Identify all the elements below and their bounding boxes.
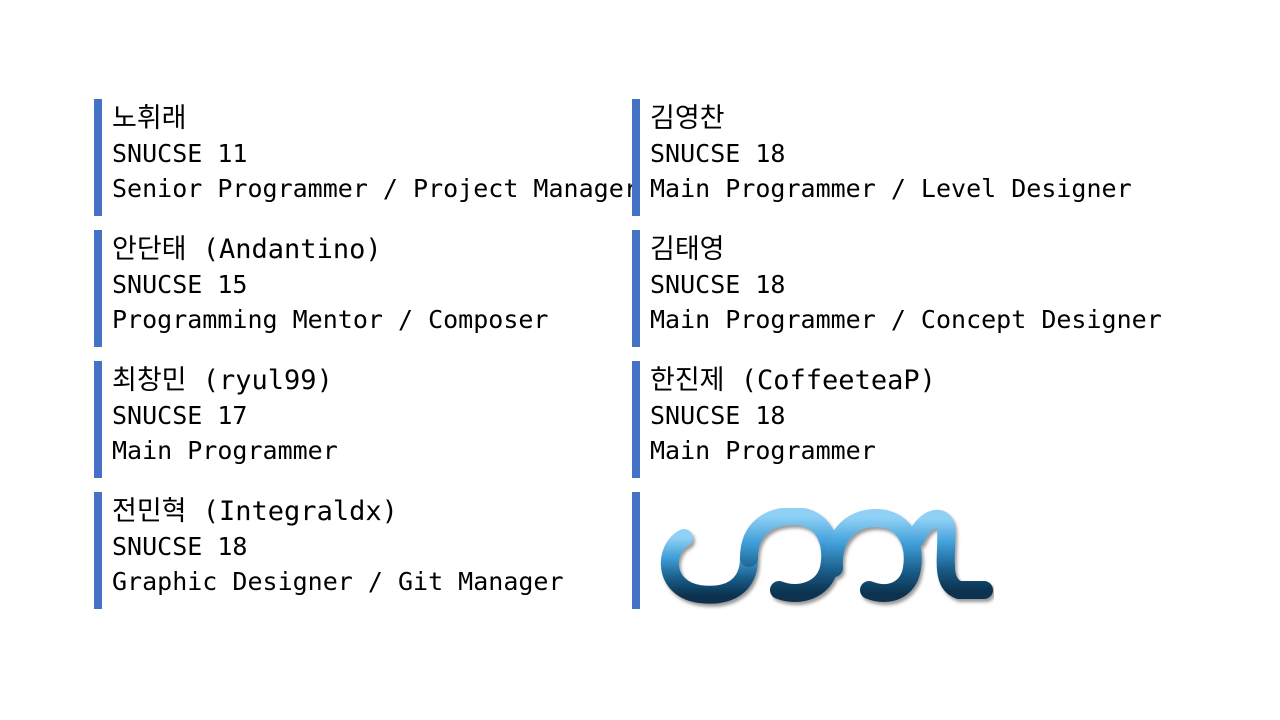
member-role: Graphic Designer / Git Manager (112, 567, 564, 596)
member-name: 전민혁 (Integraldx) (112, 496, 398, 527)
member-affiliation: SNUCSE 18 (650, 270, 786, 299)
logo-card (632, 492, 1152, 609)
accent-bar (94, 361, 102, 478)
member-role: Main Programmer / Level Designer (650, 174, 1132, 203)
member-affiliation: SNUCSE 11 (112, 139, 248, 168)
member-role: Programming Mentor / Composer (112, 305, 549, 334)
member-affiliation: SNUCSE 18 (650, 139, 786, 168)
member-affiliation: SNUCSE 18 (112, 532, 248, 561)
member-role: Main Programmer (650, 436, 876, 465)
accent-bar (94, 230, 102, 347)
member-name: 김태영 (650, 234, 725, 265)
accent-bar (632, 492, 640, 609)
member-name: 김영찬 (650, 103, 725, 134)
member-affiliation: SNUCSE 15 (112, 270, 248, 299)
member-name: 한진제 (CoffeeteaP) (650, 365, 936, 396)
member-name: 안단태 (Andantino) (112, 234, 382, 265)
member-card: 김영찬 SNUCSE 18 Main Programmer / Level De… (632, 99, 1152, 216)
member-role: Senior Programmer / Project Manager (112, 174, 639, 203)
team-logo-icon (660, 506, 993, 604)
member-name: 최창민 (ryul99) (112, 365, 333, 396)
accent-bar (94, 99, 102, 216)
accent-bar (632, 361, 640, 478)
member-role: Main Programmer (112, 436, 338, 465)
member-role: Main Programmer / Concept Designer (650, 305, 1162, 334)
member-affiliation: SNUCSE 17 (112, 401, 248, 430)
member-card: 전민혁 (Integraldx) SNUCSE 18 Graphic Desig… (94, 492, 614, 609)
member-card: 안단태 (Andantino) SNUCSE 15 Programming Me… (94, 230, 614, 347)
accent-bar (94, 492, 102, 609)
accent-bar (632, 230, 640, 347)
member-card: 한진제 (CoffeeteaP) SNUCSE 18 Main Programm… (632, 361, 1152, 478)
member-card: 노휘래 SNUCSE 11 Senior Programmer / Projec… (94, 99, 639, 216)
member-card: 김태영 SNUCSE 18 Main Programmer / Concept … (632, 230, 1162, 347)
member-affiliation: SNUCSE 18 (650, 401, 786, 430)
member-card: 최창민 (ryul99) SNUCSE 17 Main Programmer (94, 361, 614, 478)
member-name: 노휘래 (112, 103, 187, 134)
accent-bar (632, 99, 640, 216)
